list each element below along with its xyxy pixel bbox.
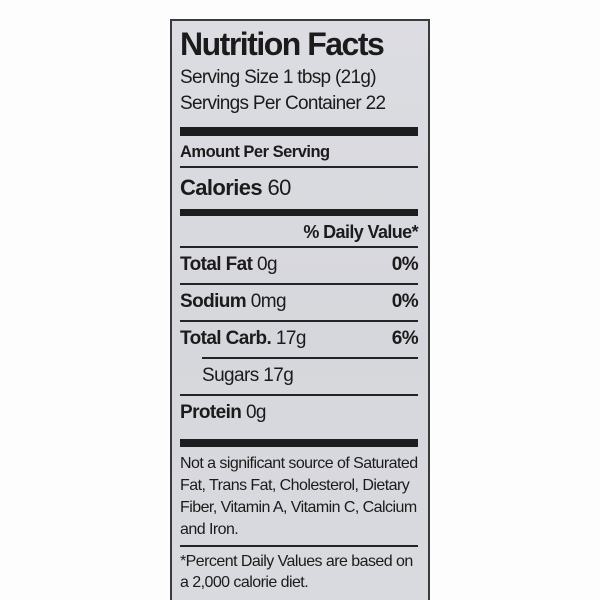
nutrient-row-total-carb: Total Carb. 17g 6% (180, 322, 419, 357)
calories-row: Calories 60 (180, 173, 418, 203)
thin-divider-indented (202, 356, 418, 359)
calories-label: Calories (180, 174, 263, 200)
not-significant-note: Not a significant source of Saturated Fa… (180, 454, 418, 538)
nutrient-daily-value: 0% (391, 291, 419, 313)
thick-divider-top (180, 126, 418, 136)
daily-value-header: % Daily Value* (303, 221, 418, 242)
thick-divider-mid (180, 208, 418, 216)
label-title: Nutrition Facts (180, 26, 385, 62)
thin-divider (180, 282, 418, 285)
thin-divider (180, 544, 418, 547)
nutrient-name-amount: Sugars 17g (202, 365, 294, 387)
daily-value-footnote: *Percent Daily Values are based on a 2,0… (180, 552, 413, 591)
thick-divider-bottom (180, 438, 418, 447)
nutrient-row-sugars: Sugars 17g (180, 359, 418, 394)
nutrient-row-sodium: Sodium 0mg 0% (180, 285, 419, 320)
servings-per-container-line: Servings Per Container 22 (180, 92, 386, 114)
nutrient-row-protein: Protein 0g (180, 396, 418, 431)
nutrient-daily-value: 0% (391, 254, 419, 276)
serving-size-line: Serving Size 1 tbsp (21g) (180, 66, 377, 88)
nutrient-name-amount: Protein 0g (180, 402, 266, 424)
thin-divider (180, 393, 418, 396)
calories-value: 60 (267, 174, 292, 200)
amount-per-serving-heading: Amount Per Serving (180, 142, 330, 161)
nutrient-name-amount: Sodium 0mg (180, 291, 287, 313)
nutrient-name-amount: Total Carb. 17g (180, 328, 306, 350)
nutrition-facts-label: Nutrition Facts Serving Size 1 tbsp (21g… (170, 19, 430, 600)
nutrient-name-amount: Total Fat 0g (180, 254, 278, 276)
thin-divider (180, 165, 418, 168)
thin-divider (180, 319, 418, 322)
thin-divider (180, 245, 418, 248)
nutrient-row-total-fat: Total Fat 0g 0% (180, 248, 419, 283)
nutrient-daily-value: 6% (391, 328, 419, 350)
